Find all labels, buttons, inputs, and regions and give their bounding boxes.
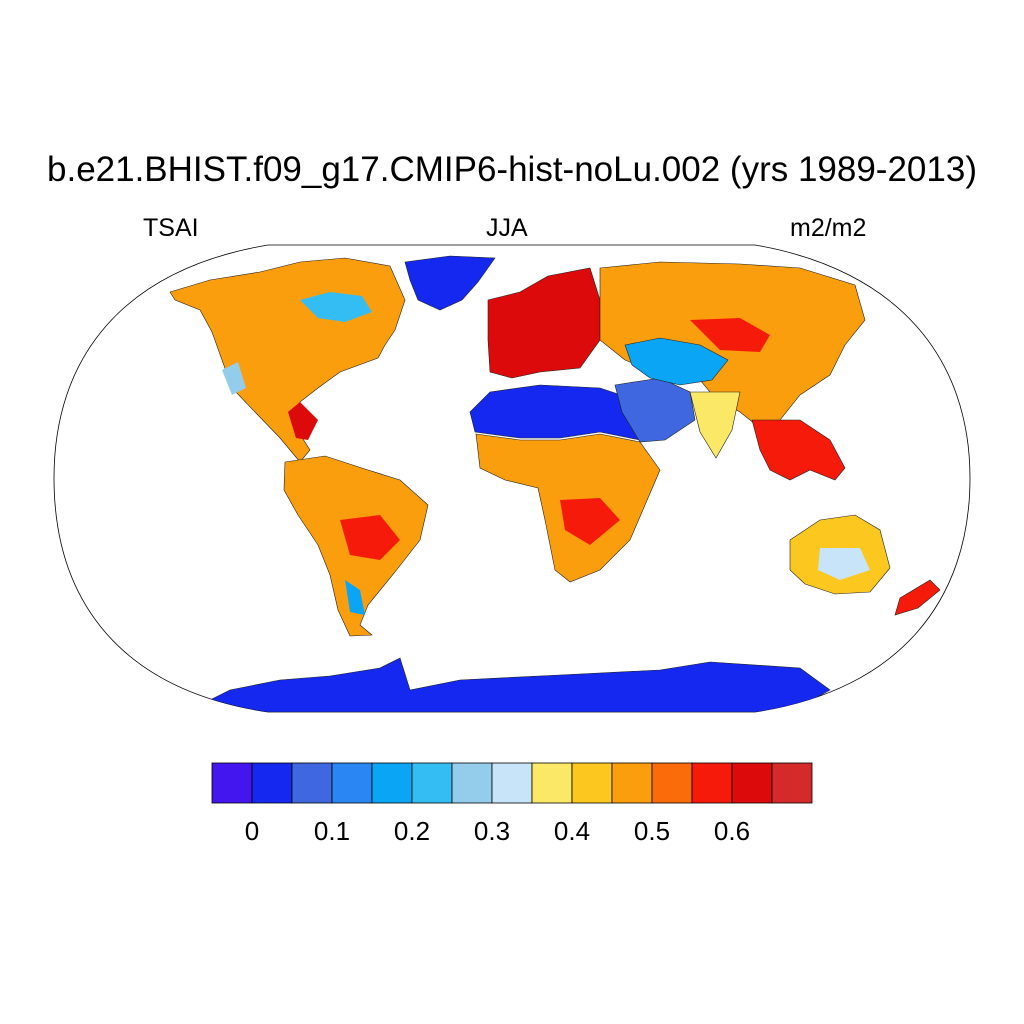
colorbar-tick-label: 0 [245, 816, 259, 846]
patch-central-asia [690, 318, 770, 352]
patch-us-west [222, 362, 246, 395]
patch-australia-interior [818, 548, 870, 580]
patch-south-africa [560, 498, 620, 545]
colorbar-box [211, 762, 253, 804]
colorbar-box [771, 762, 813, 804]
plot-title: b.e21.BHIST.f09_g17.CMIP6-hist-noLu.002 … [47, 150, 977, 189]
colorbar-tick-label: 0.1 [314, 816, 350, 846]
colorbar-box [251, 762, 293, 804]
colorbar-box [491, 762, 533, 804]
colorbar-box [411, 762, 453, 804]
patch-mexico [288, 402, 318, 440]
region-india [689, 391, 741, 459]
colorbar-box [451, 762, 493, 804]
colorbar-box [571, 762, 613, 804]
units-label: m2/m2 [790, 214, 867, 242]
region-new-zealand [894, 579, 941, 616]
season-label: JJA [486, 214, 528, 242]
region-tibet [624, 337, 729, 386]
colorbar-box [691, 762, 733, 804]
colorbar-tick-label: 0.3 [474, 816, 510, 846]
patch-canada-north [300, 292, 372, 322]
colorbar-tick-label: 0.6 [714, 816, 750, 846]
colorbar-box [611, 762, 653, 804]
colorbar-box [531, 762, 573, 804]
variable-label: TSAI [143, 214, 199, 242]
colorbar-box [291, 762, 333, 804]
patch-patagonia [345, 580, 365, 615]
region-southeast-asia [751, 419, 846, 481]
region-greenland [404, 255, 496, 311]
colorbar-box [651, 762, 693, 804]
region-europe [487, 267, 601, 379]
colorbar-box [331, 762, 373, 804]
colorbar-box [731, 762, 773, 804]
colorbar-tick-label: 0.4 [554, 816, 590, 846]
colorbar-tick-label: 0.5 [634, 816, 670, 846]
colorbar-box [371, 762, 413, 804]
colorbar-tick-label: 0.2 [394, 816, 430, 846]
patch-brazil [340, 515, 400, 560]
